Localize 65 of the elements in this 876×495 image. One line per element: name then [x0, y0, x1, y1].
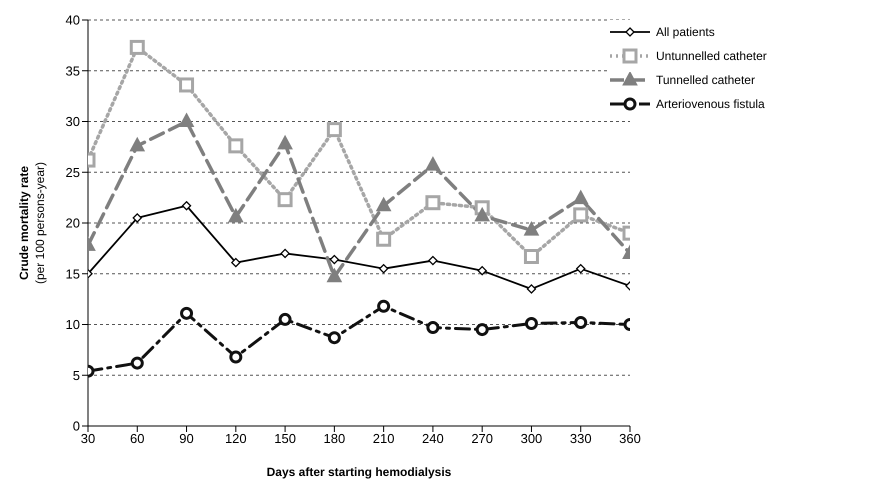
x-tick-label: 60: [130, 431, 145, 446]
point: [474, 207, 490, 222]
point: [425, 156, 440, 171]
x-tick-label: 210: [372, 431, 394, 446]
x-axis-title: Days after starting hemodialysis: [266, 465, 452, 479]
x-tick-label: 360: [619, 431, 641, 446]
x-tick-label: 300: [520, 431, 542, 446]
point: [179, 77, 194, 92]
x-tick-label: 240: [422, 431, 444, 446]
y-tick-label: 30: [66, 114, 80, 130]
point: [229, 350, 242, 364]
y-tick-label: 15: [66, 266, 80, 282]
y-tick-label: 25: [66, 164, 80, 180]
x-tick-label: 270: [471, 431, 494, 446]
point: [278, 312, 292, 326]
point: [228, 138, 244, 154]
point: [526, 284, 536, 294]
point: [280, 248, 290, 258]
y-tick-label: 35: [66, 63, 80, 78]
point: [130, 137, 145, 152]
x-tick-label: 90: [179, 431, 194, 446]
point: [524, 222, 539, 236]
legend-label: All patients: [656, 25, 715, 39]
point: [476, 323, 489, 336]
point: [377, 300, 390, 313]
y-tick-label: 20: [66, 216, 80, 231]
point: [130, 40, 145, 55]
point: [478, 266, 487, 276]
point: [132, 213, 142, 223]
legend-label: Arteriovenous fistula: [656, 97, 765, 111]
legend-label: Tunnelled catheter: [656, 73, 755, 87]
x-tick-label: 330: [570, 431, 592, 446]
point: [376, 232, 392, 247]
point: [330, 254, 340, 264]
point: [428, 256, 438, 266]
point: [328, 331, 341, 344]
x-tick-label: 150: [274, 431, 296, 446]
point: [574, 316, 588, 329]
point: [573, 207, 588, 222]
point: [182, 201, 192, 210]
point: [180, 306, 194, 320]
y-tick-label: 10: [66, 317, 80, 332]
x-tick-label: 180: [324, 431, 346, 446]
legend-label: Untunnelled catheter: [656, 49, 767, 63]
point: [228, 208, 244, 222]
point: [524, 248, 539, 264]
point: [576, 264, 586, 274]
y-tick-label: 0: [72, 418, 80, 434]
y-tick-label: 40: [66, 12, 80, 28]
point: [378, 264, 388, 274]
y-tick-label: 5: [72, 368, 80, 383]
point: [231, 258, 240, 268]
point: [573, 190, 588, 204]
y-axis-title: Crude mortality rate (per 100 persons-year): [17, 162, 47, 284]
point: [278, 192, 293, 208]
point: [130, 356, 144, 370]
point: [524, 316, 538, 330]
point: [326, 122, 342, 138]
point: [376, 197, 392, 212]
point: [278, 135, 293, 150]
x-tick-label: 120: [224, 431, 247, 446]
point: [326, 268, 342, 282]
point: [425, 195, 440, 210]
point: [426, 321, 440, 334]
point: [179, 113, 194, 127]
